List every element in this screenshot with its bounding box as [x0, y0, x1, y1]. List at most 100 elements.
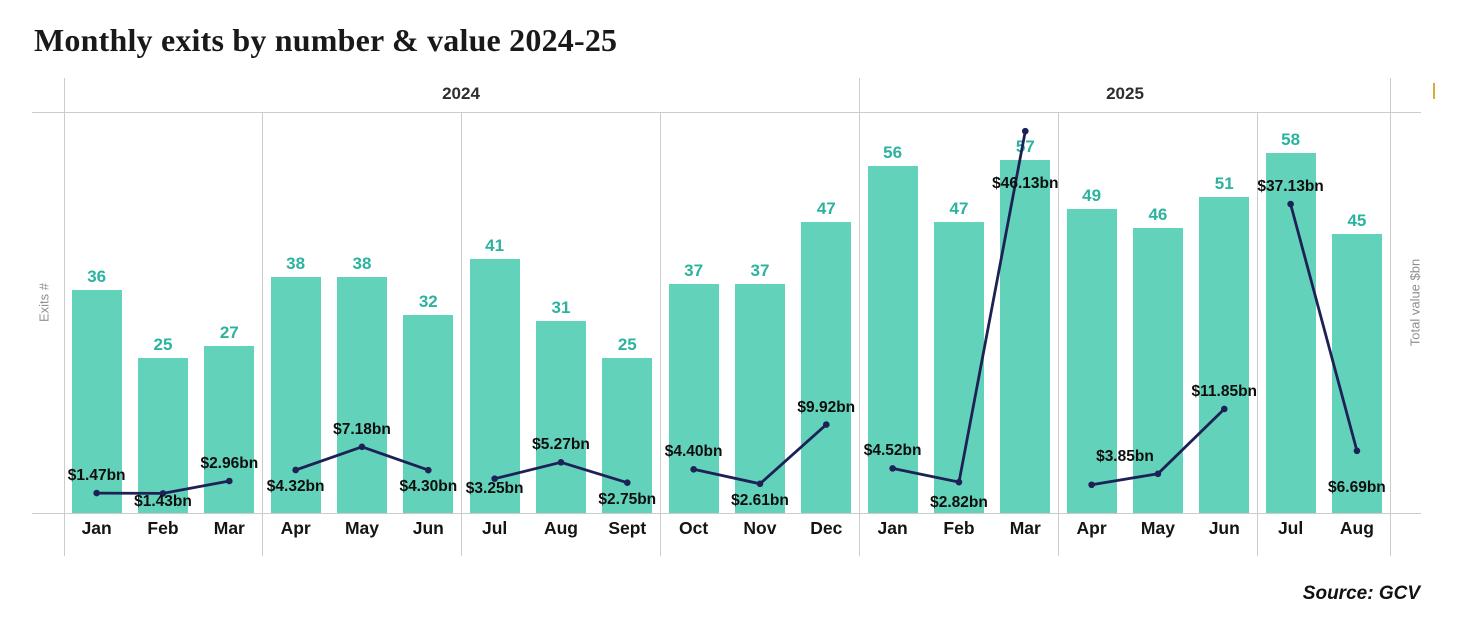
bar-count-label: 38	[352, 254, 372, 274]
baseline-rule	[32, 513, 1421, 514]
month-label-feb-2024: Feb	[147, 518, 179, 538]
value-label: $3.85bn	[1096, 447, 1154, 465]
line-point	[1287, 200, 1294, 208]
line-point	[756, 480, 764, 488]
value-label: $4.32bn	[266, 477, 325, 495]
value-label: $4.40bn	[664, 443, 723, 461]
screen-artifact-tick	[1433, 83, 1435, 99]
month-label-jul-2024: Jul	[481, 518, 508, 538]
bar-jan-2025	[867, 165, 918, 513]
bar-count-label: 37	[750, 260, 770, 280]
value-label: $2.82bn	[930, 494, 988, 512]
bar-count-label: 58	[1281, 130, 1301, 150]
value-label: $9.92bn	[797, 398, 856, 416]
quarter-separator-line	[63, 78, 65, 556]
value-label: $7.18bn	[333, 420, 391, 438]
value-label: $4.52bn	[863, 442, 922, 460]
value-label: $11.85bn	[1191, 382, 1258, 400]
month-label-mar-2025: Mar	[1009, 518, 1041, 538]
header-rule	[32, 112, 1421, 113]
month-label-may-2024: May	[344, 518, 380, 538]
bar-count-label: 31	[551, 297, 571, 317]
line-point	[690, 466, 697, 473]
bar-jul-2024	[469, 258, 520, 513]
year-label-2025: 2025	[1106, 84, 1144, 103]
quarter-separator-line	[660, 112, 662, 556]
bar-count-label: 25	[153, 335, 173, 354]
line-point	[624, 479, 631, 487]
month-label-jan-2024: Jan	[81, 518, 112, 538]
line-point	[1154, 470, 1162, 478]
month-label-aug-2025: Aug	[1339, 518, 1374, 538]
value-label: $2.61bn	[731, 491, 789, 509]
value-label: $1.43bn	[134, 493, 192, 511]
bar-count-label: 32	[418, 291, 438, 311]
bar-jun-2025	[1199, 196, 1250, 513]
bar-dec-2024	[801, 221, 852, 513]
quarter-separator-line	[262, 112, 264, 556]
line-point	[1021, 127, 1029, 135]
quarter-separator-line	[1257, 112, 1259, 556]
value-label: $2.96bn	[200, 455, 259, 472]
month-label-sept-2024: Sept	[608, 518, 647, 538]
bar-count-label: 27	[219, 322, 239, 342]
value-label: $46.13bn	[992, 175, 1059, 193]
bar-may-2024	[336, 277, 387, 513]
bar-count-label: 36	[87, 266, 107, 286]
bar-feb-2025	[933, 221, 984, 513]
value-label: $6.69bn	[1328, 478, 1386, 496]
line-point	[93, 489, 100, 497]
year-label-2024: 2024	[442, 84, 480, 103]
bar-count-label: 46	[1148, 204, 1168, 224]
line-point	[1088, 481, 1095, 489]
month-label-mar-2024: Mar	[213, 518, 245, 538]
value-label: $5.27bn	[532, 436, 590, 454]
month-label-apr-2025: Apr	[1076, 518, 1107, 538]
value-label: $1.47bn	[67, 467, 126, 485]
quarter-separator-line	[461, 112, 463, 556]
chart-title: Monthly exits by number & value 2024-25	[34, 22, 618, 58]
bar-count-label: 51	[1214, 173, 1234, 193]
line-point	[822, 421, 830, 428]
bar-apr-2025	[1066, 209, 1117, 513]
quarter-separator-line	[1390, 78, 1392, 556]
bar-count-label: 41	[485, 235, 505, 255]
bar-apr-2024	[270, 277, 321, 513]
month-label-aug-2024: Aug	[543, 518, 578, 538]
total-value-line-segment	[1289, 203, 1359, 452]
value-label: $2.75bn	[598, 490, 657, 508]
value-label: $3.25bn	[465, 479, 524, 497]
bar-jan-2024	[71, 289, 122, 513]
total-value-line-segment	[295, 445, 429, 472]
month-label-jul-2025: Jul	[1277, 518, 1304, 538]
line-point	[425, 466, 432, 474]
line-point	[1220, 405, 1228, 413]
bar-jun-2024	[403, 314, 454, 513]
bar-aug-2025	[1331, 234, 1382, 513]
month-label-may-2025: May	[1140, 518, 1175, 538]
month-label-nov-2024: Nov	[743, 518, 777, 538]
bar-count-label: 37	[684, 260, 704, 280]
bar-count-label: 49	[1082, 186, 1102, 206]
line-point	[889, 465, 896, 472]
line-point	[292, 466, 299, 474]
bar-count-label: 47	[949, 198, 969, 218]
line-point	[358, 443, 366, 451]
line-point	[955, 478, 963, 486]
month-label-jun-2024: Jun	[412, 518, 444, 538]
month-label-jun-2025: Jun	[1208, 518, 1240, 538]
bar-count-label: 38	[286, 254, 306, 274]
month-label-jan-2025: Jan	[877, 518, 908, 538]
bar-feb-2024	[137, 358, 188, 513]
month-label-apr-2024: Apr	[280, 518, 311, 538]
quarter-separator-line	[1058, 112, 1060, 556]
month-label-oct-2024: Oct	[679, 518, 709, 538]
bar-may-2025	[1132, 227, 1183, 513]
value-label: $4.30bn	[399, 478, 458, 496]
line-point	[1353, 447, 1361, 455]
line-point	[491, 475, 498, 482]
line-point	[226, 477, 233, 485]
month-label-dec-2024: Dec	[810, 518, 843, 538]
